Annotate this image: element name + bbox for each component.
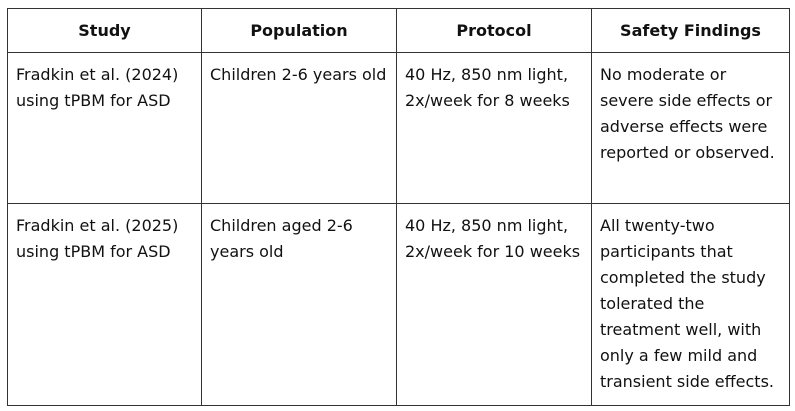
- header-cell: Population: [201, 8, 397, 53]
- header-cell: Study: [7, 8, 202, 53]
- table-cell: 40 Hz, 850 nm light, 2x/week for 10 week…: [396, 203, 592, 406]
- table-cell: All twenty-two participants that complet…: [591, 203, 790, 406]
- safety-table: Study Population Protocol Safety Finding…: [7, 8, 790, 406]
- header-cell: Safety Findings: [591, 8, 790, 53]
- table-body: Fradkin et al. (2024) using tPBM for ASD…: [7, 52, 790, 406]
- table-cell: Fradkin et al. (2024) using tPBM for ASD: [7, 52, 202, 204]
- table-cell: Fradkin et al. (2025) using tPBM for ASD: [7, 203, 202, 406]
- table-row: Fradkin et al. (2024) using tPBM for ASD…: [7, 52, 790, 204]
- table-row: Fradkin et al. (2025) using tPBM for ASD…: [7, 203, 790, 406]
- header-row: Study Population Protocol Safety Finding…: [7, 8, 790, 53]
- table-cell: No moderate or severe side effects or ad…: [591, 52, 790, 204]
- table-cell: Children 2-6 years old: [201, 52, 397, 204]
- header-cell: Protocol: [396, 8, 592, 53]
- table-cell: 40 Hz, 850 nm light, 2x/week for 8 weeks: [396, 52, 592, 204]
- table-cell: Children aged 2-6 years old: [201, 203, 397, 406]
